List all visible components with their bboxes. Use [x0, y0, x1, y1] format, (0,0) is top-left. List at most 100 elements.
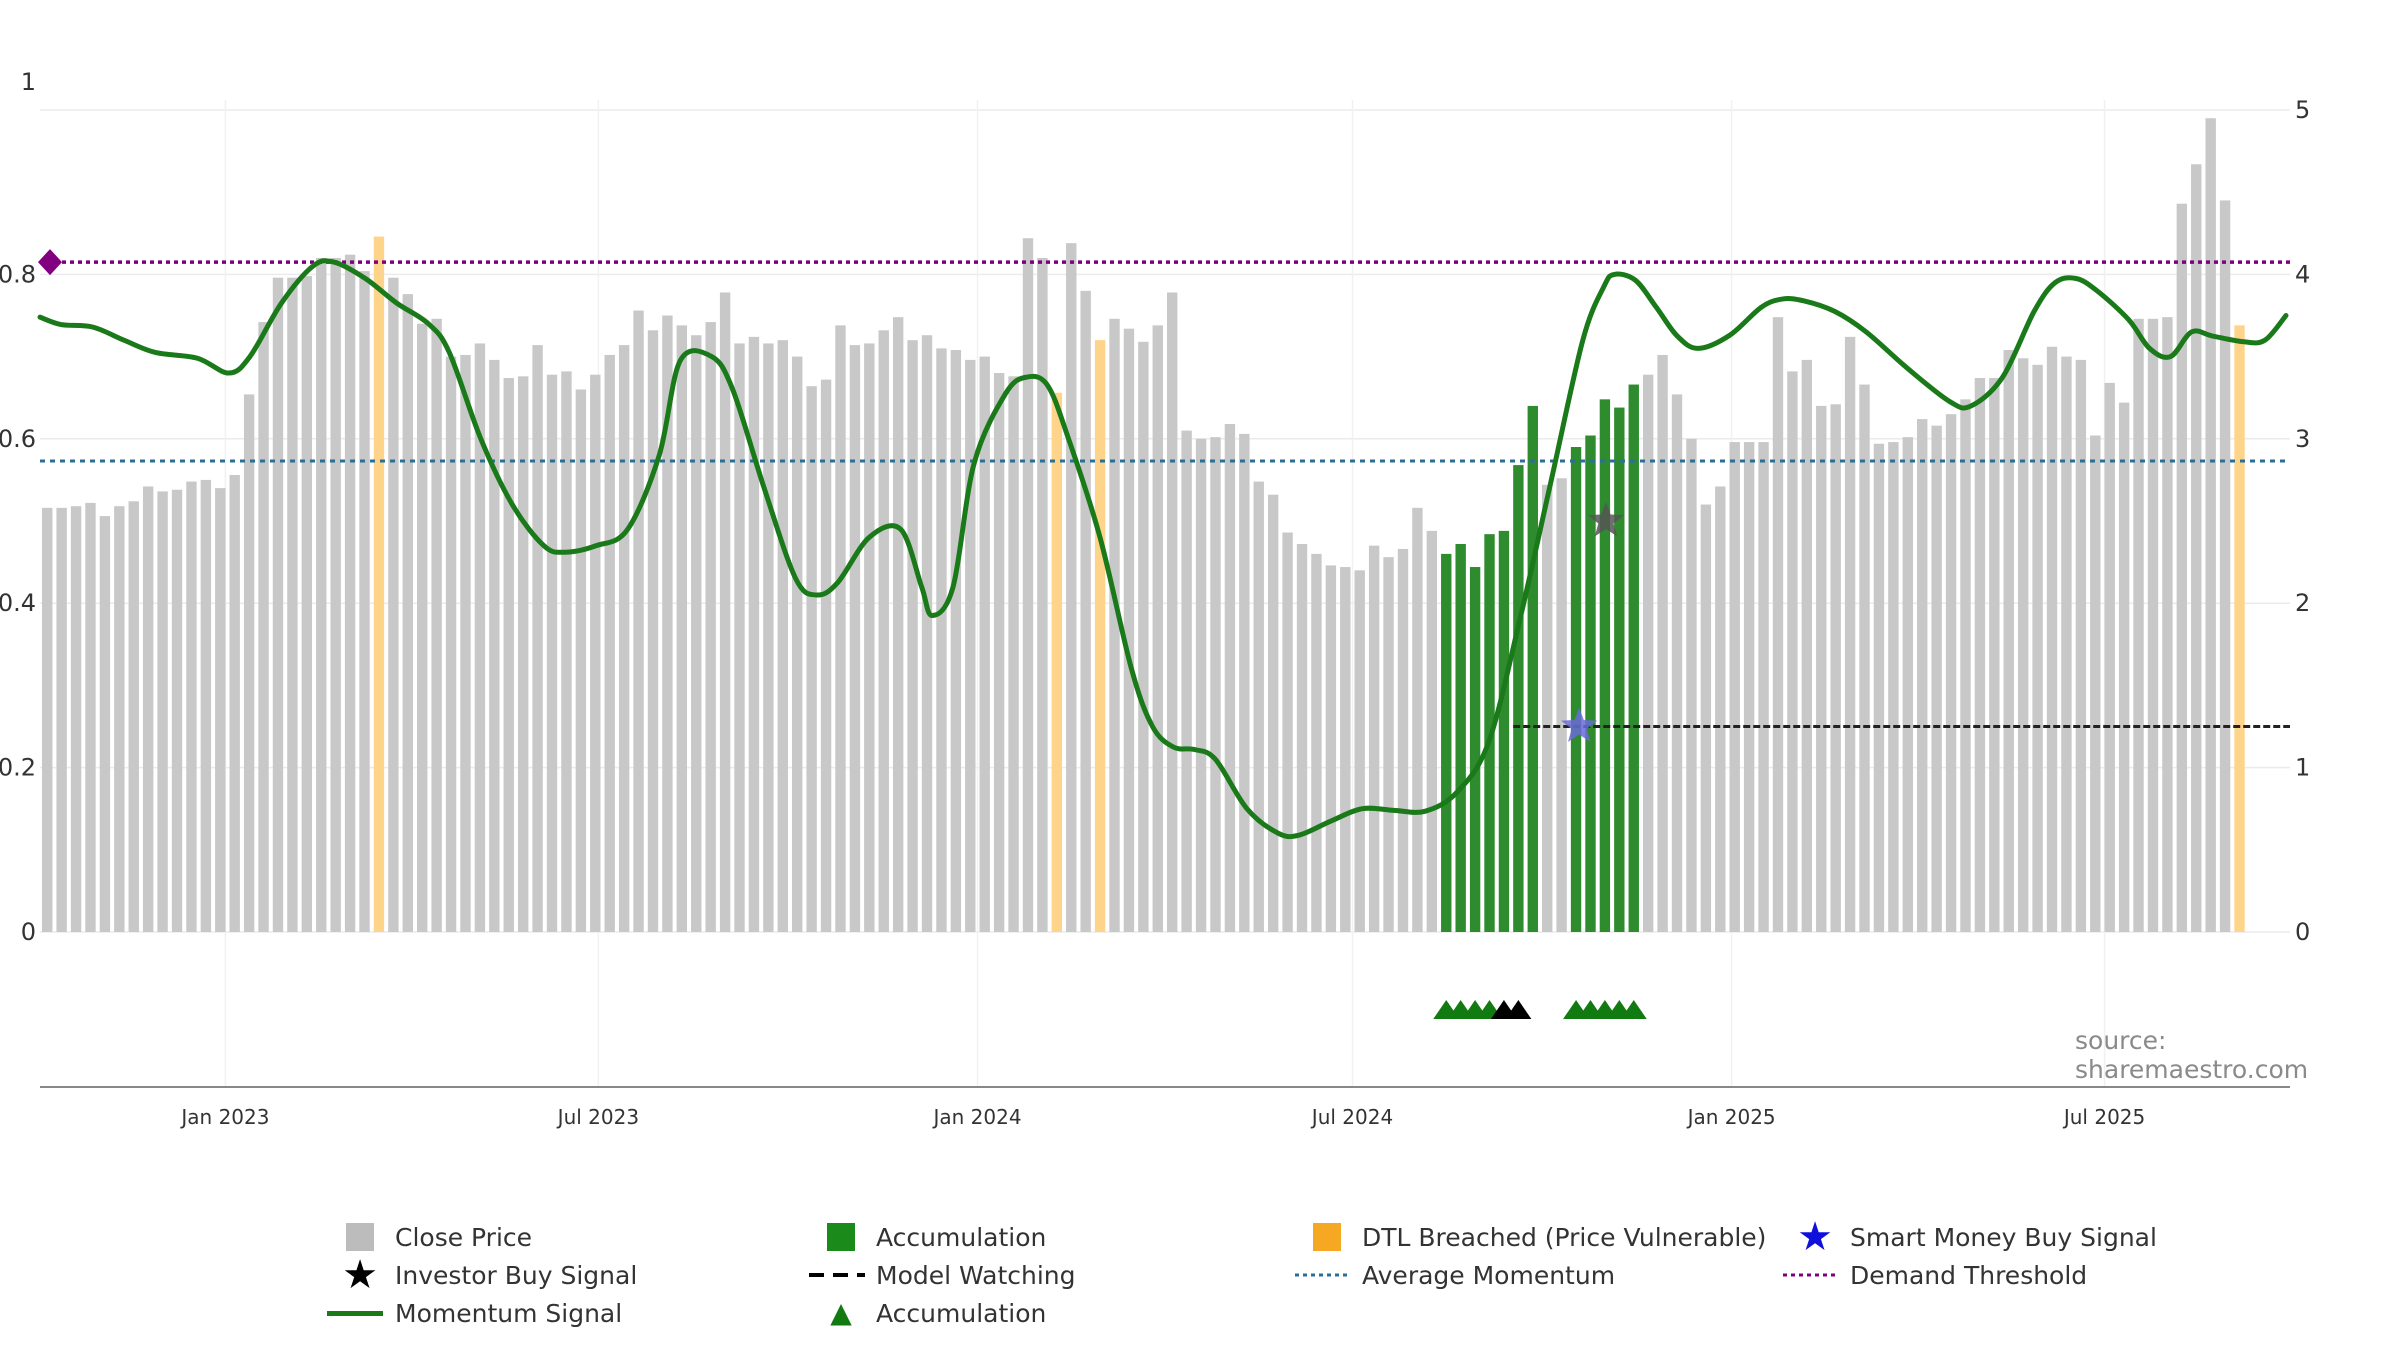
x-axis-tick-label: Jan 2023: [179, 1105, 269, 1129]
close-price-bar: [921, 335, 933, 932]
close-price-bar: [388, 277, 399, 932]
close-price-bar: [1181, 430, 1192, 932]
close-price-bar: [1152, 325, 1163, 932]
close-price-bar: [777, 340, 788, 932]
close-price-bar: [907, 340, 918, 932]
close-price-bar: [431, 318, 442, 933]
close-price-bar: [618, 345, 630, 932]
accumulation-bar: [1628, 384, 1639, 933]
close-price-bar: [2046, 346, 2058, 933]
close-price-bar: [2176, 203, 2188, 932]
close-price-bar: [1542, 484, 1553, 932]
close-price-bar: [2075, 359, 2087, 932]
accumulation-bar: [1599, 399, 1611, 932]
right-axis-tick-label: 0: [2295, 918, 2310, 946]
dtl-breached-bar: [2234, 325, 2245, 932]
close-price-bar: [1340, 567, 1351, 932]
close-price-bar: [1844, 336, 1856, 932]
close-price-bar: [99, 516, 111, 932]
close-price-bar: [691, 335, 702, 932]
close-price-bar: [1945, 414, 1957, 932]
left-axis-tick-label: 0.8: [0, 260, 36, 288]
close-price-bar: [2191, 164, 2202, 932]
close-price-bar: [892, 317, 904, 932]
close-price-bar: [417, 323, 428, 933]
accumulation-triangles: [1433, 1000, 1647, 1019]
close-price-bar: [936, 348, 947, 932]
close-price-bar: [1686, 438, 1697, 932]
close-price-bar: [359, 271, 370, 932]
investor-buy-signal-star: [1587, 502, 1624, 537]
close-price-bar: [186, 481, 197, 932]
close-price-bar: [517, 376, 529, 932]
right-axis-tick-label: 3: [2295, 425, 2310, 453]
accumulation-bar: [1469, 567, 1481, 932]
close-price-bar: [993, 373, 1005, 932]
close-price-bar: [85, 502, 96, 932]
close-price-bar: [2162, 317, 2173, 932]
close-price-bar: [1873, 443, 1885, 932]
accumulation-bar: [1455, 544, 1466, 932]
close-price-bar: [402, 294, 413, 932]
close-price-bar: [287, 277, 298, 932]
close-price-bar: [633, 310, 644, 932]
close-price-bar: [2205, 118, 2216, 933]
close-price-bar: [460, 354, 471, 932]
close-price-bar: [1642, 374, 1654, 933]
right-axis-tick-label: 1: [2295, 754, 2310, 782]
close-price-bar: [965, 359, 976, 932]
close-price-bar: [474, 343, 486, 932]
gridlines: [40, 100, 2290, 1087]
close-price-bar: [2133, 318, 2144, 933]
close-price-bar: [806, 386, 817, 932]
accumulation-bar: [1527, 405, 1538, 932]
close-price-bar: [1758, 442, 1769, 932]
close-price-bar: [1253, 481, 1264, 932]
close-price-bar: [1138, 341, 1149, 933]
close-price-bar: [1729, 442, 1740, 932]
close-price-bar: [1772, 317, 1784, 932]
close-price-bar: [1715, 486, 1726, 932]
close-price-bar: [1888, 442, 1899, 932]
x-axis-tick-label: Jan 2024: [931, 1105, 1021, 1129]
left-axis-tick-label: 1: [21, 68, 36, 96]
close-price-bar: [575, 389, 587, 933]
close-price-bar: [1931, 425, 1942, 932]
accumulation-triangle: [1620, 1000, 1647, 1019]
close-price-bar: [1426, 530, 1438, 932]
axes: 0 0.2 0.4 0.6 0.8 1 0 1 2 3 4 5 Jan 2023 Jul 2023 Jan …: [0, 68, 2310, 1129]
close-price-bar: [1397, 548, 1409, 932]
accumulation-bar: [1585, 435, 1596, 932]
close-price-bar: [950, 350, 962, 932]
close-price-bar: [2061, 356, 2072, 933]
close-price-bar: [878, 330, 889, 932]
close-price-bar: [662, 315, 673, 932]
bar-series: [42, 118, 2245, 933]
close-price-bar: [215, 488, 226, 932]
close-price-bar: [1974, 377, 1986, 932]
close-price-bar: [561, 371, 572, 932]
close-price-bar: [70, 506, 82, 932]
close-price-bar: [1282, 532, 1293, 932]
close-price-bar: [820, 379, 832, 933]
close-price-bar: [200, 479, 212, 932]
close-price-bar: [1383, 557, 1394, 932]
left-axis-tick-label: 0.4: [0, 589, 36, 617]
close-price-bar: [229, 474, 240, 932]
close-price-bar: [792, 356, 803, 933]
close-price-bar: [2090, 435, 2101, 932]
close-price-bar: [979, 356, 990, 933]
close-price-bar: [171, 489, 183, 932]
close-price-bar: [1917, 419, 1928, 932]
close-price-bar: [301, 276, 313, 932]
left-axis-tick-label: 0: [21, 918, 36, 946]
close-price-bar: [1267, 494, 1279, 932]
close-price-bar: [2003, 350, 2014, 932]
close-price-bar: [849, 345, 861, 932]
close-price-bar: [1022, 238, 1034, 932]
close-price-bar: [1325, 565, 1337, 932]
close-price-bar: [1816, 405, 1827, 932]
close-price-bar: [1657, 354, 1668, 932]
close-price-bar: [1167, 292, 1178, 932]
close-price-bar: [42, 507, 53, 932]
